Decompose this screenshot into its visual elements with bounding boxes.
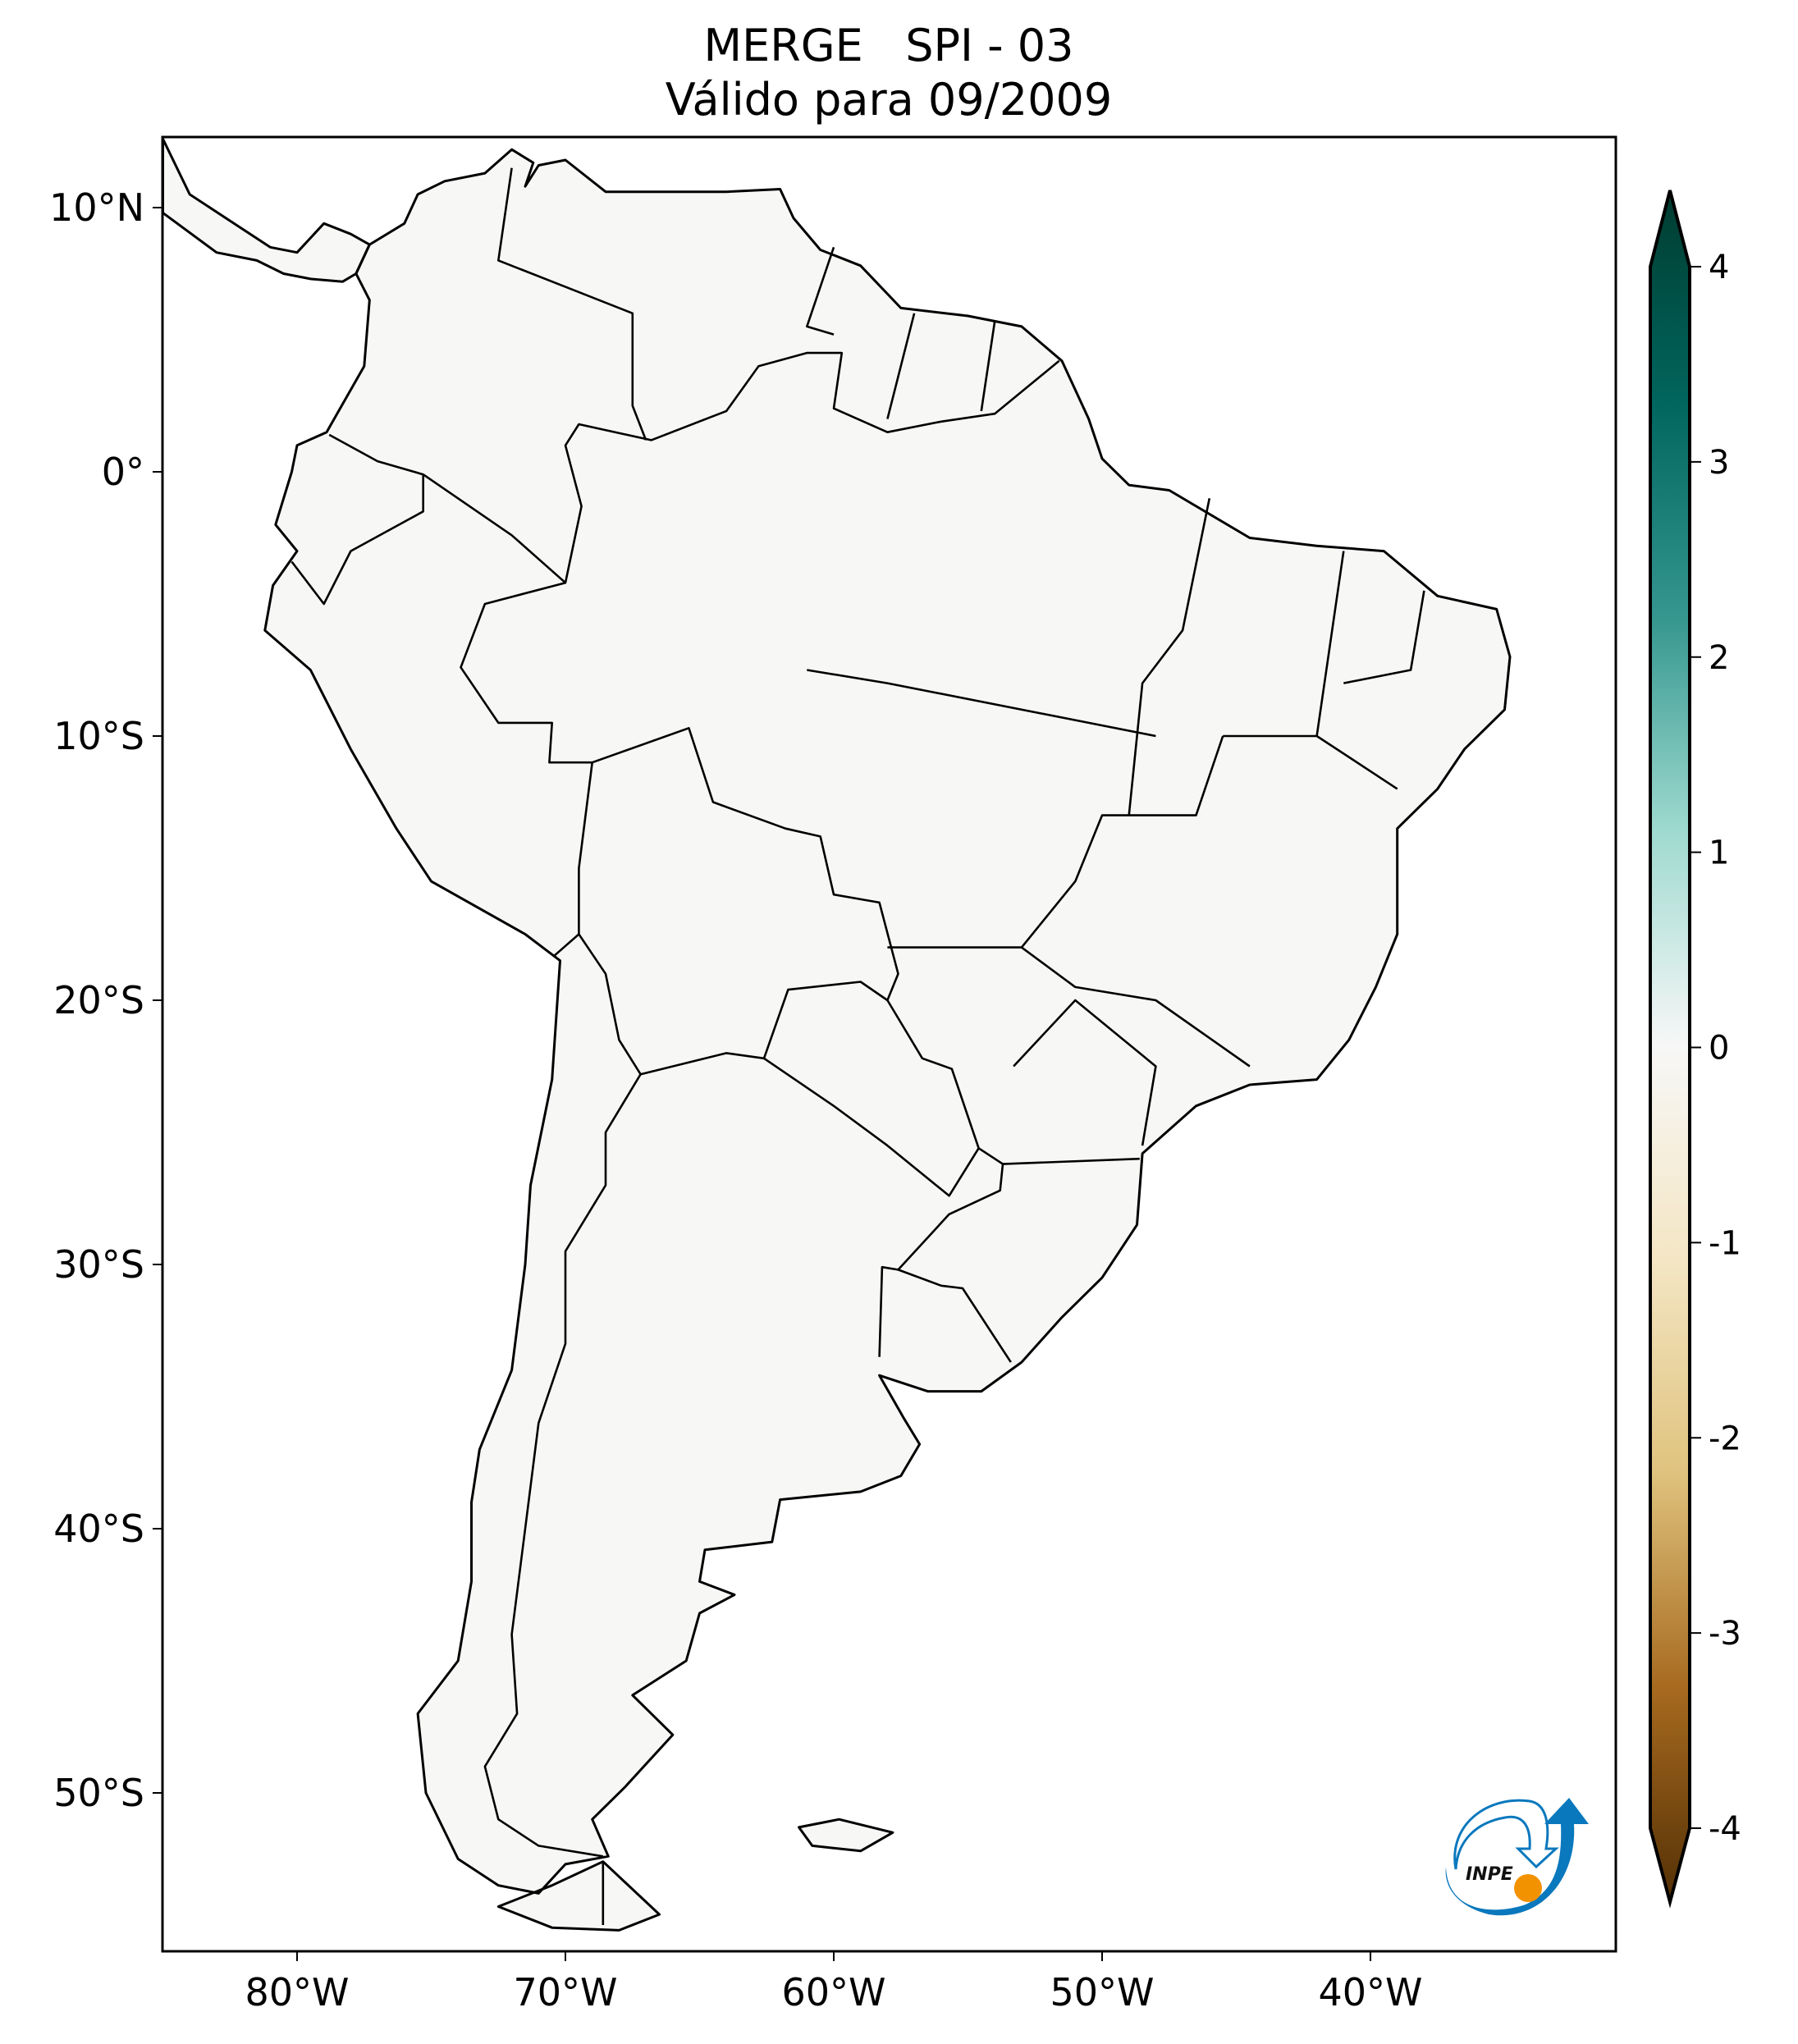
colorbar-tick-label: -2 <box>1709 1420 1741 1457</box>
border-line <box>496 167 647 441</box>
border-line <box>291 474 425 606</box>
country-borders <box>291 167 1425 1925</box>
coastline <box>798 1818 894 1853</box>
border-line <box>1002 1157 1140 1165</box>
logo-arrow-outline <box>1453 1799 1559 1870</box>
border-line <box>980 321 996 412</box>
x-tick-label: 50°W <box>1050 1970 1154 2014</box>
inpe-logo: INPE <box>1445 1798 1589 1916</box>
y-tick-label: 0° <box>102 450 144 494</box>
y-tick-label: 50°S <box>53 1771 144 1815</box>
colorbar-tick-label: 4 <box>1709 249 1729 286</box>
coastline <box>263 148 1512 1895</box>
logo-sun <box>1514 1874 1542 1902</box>
colorbar-ticks: 4 3 2 1 0 -1 -2 -3 -4 <box>1690 249 1741 1848</box>
x-tick-label: 60°W <box>781 1970 885 2014</box>
map-frame <box>161 135 1617 1953</box>
colorbar-tick-label: 1 <box>1709 835 1729 872</box>
border-line <box>886 313 916 419</box>
y-tick-label: 10°S <box>53 714 144 758</box>
border-line <box>1013 999 1157 1146</box>
colorbar-body <box>1649 190 1691 1909</box>
border-line <box>1343 590 1425 684</box>
coastlines <box>162 137 1512 1932</box>
border-line <box>763 1057 980 1197</box>
x-tick-label: 70°W <box>513 1970 617 2014</box>
border-line <box>578 933 889 1076</box>
colorbar: 4 3 2 1 0 -1 -2 -3 -4 <box>1649 190 1741 1909</box>
title-line-2: Válido para 09/2009 <box>666 74 1112 126</box>
x-tick-label: 80°W <box>245 1970 349 2014</box>
y-tick-label: 20°S <box>53 978 144 1022</box>
y-axis-ticks: 10°N 0° 10°S 20°S 30°S 40°S 50°S <box>49 185 162 1815</box>
colorbar-tick-label: -4 <box>1709 1810 1741 1848</box>
coastline <box>496 1860 661 1932</box>
border-line <box>460 351 1060 1363</box>
y-tick-label: 30°S <box>53 1242 144 1287</box>
logo-text: INPE <box>1466 1864 1513 1885</box>
colorbar-tick-label: 2 <box>1709 639 1729 677</box>
x-axis-ticks: 80°W 70°W 60°W 50°W 40°W <box>245 1951 1423 2014</box>
y-tick-label: 10°N <box>49 185 144 230</box>
colorbar-tick-label: -3 <box>1709 1615 1741 1653</box>
map-panel: 80°W 70°W 60°W 50°W 40°W 10°N 0° 10°S 20°S 30°S 4… <box>49 135 1617 2014</box>
coastline <box>162 137 371 283</box>
logo-swoosh <box>1445 1798 1589 1916</box>
x-tick-label: 40°W <box>1318 1970 1422 2014</box>
border-line <box>483 1073 642 1858</box>
land-fill <box>162 139 1510 1931</box>
title-line-1: MERGE SPI - 03 <box>704 20 1074 71</box>
border-line <box>807 669 1156 738</box>
colorbar-tick-label: 0 <box>1709 1030 1729 1068</box>
border-line <box>1128 497 1211 816</box>
y-tick-label: 40°S <box>53 1507 144 1551</box>
colorbar-tick-label: 3 <box>1709 444 1729 482</box>
border-line <box>878 1265 899 1357</box>
border-line <box>805 246 835 336</box>
border-line <box>1020 735 1251 1068</box>
border-line <box>554 762 593 957</box>
colorbar-tick-label: -1 <box>1709 1224 1741 1262</box>
